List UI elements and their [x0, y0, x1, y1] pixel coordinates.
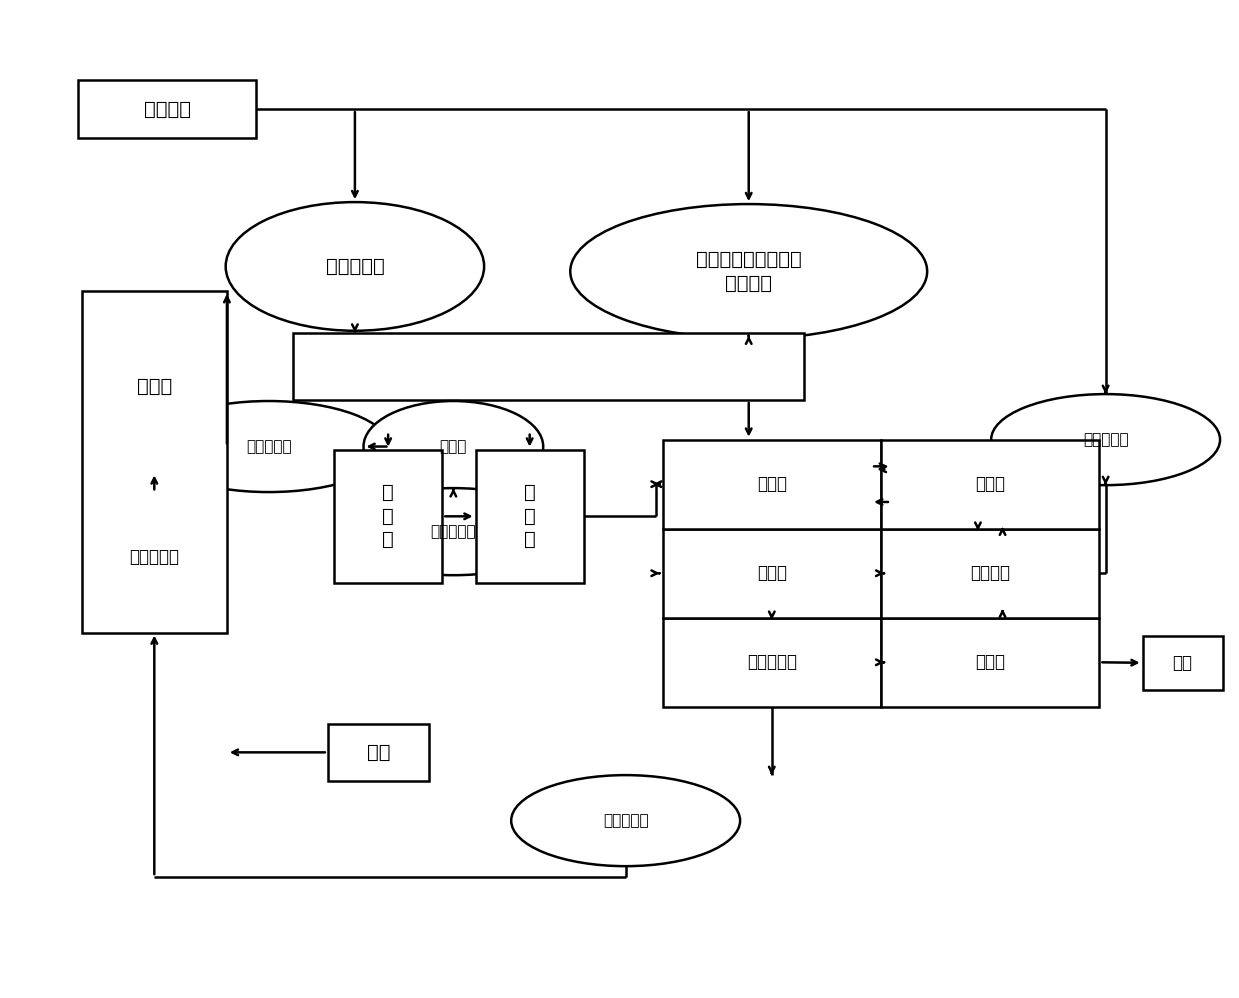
Text: 洗气塔洗水: 洗气塔洗水 — [326, 256, 384, 275]
Text: 中和搅拌池: 中和搅拌池 — [129, 549, 180, 567]
FancyBboxPatch shape — [881, 440, 1099, 529]
FancyBboxPatch shape — [476, 449, 584, 583]
Text: 第一离心泵: 第一离心泵 — [603, 813, 648, 828]
Text: 应急池: 应急池 — [975, 475, 1005, 493]
Ellipse shape — [991, 394, 1220, 485]
Text: 炭漂洗废水、炭车间
生产废水: 炭漂洗废水、炭车间 生产废水 — [696, 250, 802, 292]
FancyBboxPatch shape — [881, 529, 1099, 618]
FancyBboxPatch shape — [1142, 636, 1223, 690]
Text: 第三离心泵: 第三离心泵 — [247, 439, 291, 454]
Ellipse shape — [363, 401, 543, 492]
Text: 高位罐: 高位罐 — [440, 439, 467, 454]
Text: 生化曝气池: 生化曝气池 — [747, 654, 797, 672]
Text: 二沉池: 二沉池 — [975, 654, 1005, 672]
FancyBboxPatch shape — [294, 332, 804, 400]
Ellipse shape — [570, 204, 927, 338]
FancyBboxPatch shape — [663, 529, 881, 618]
Text: 初沉池: 初沉池 — [136, 377, 172, 396]
FancyBboxPatch shape — [328, 724, 429, 781]
Ellipse shape — [149, 401, 389, 492]
Text: 压
滤
机: 压 滤 机 — [383, 483, 394, 549]
FancyBboxPatch shape — [663, 618, 881, 707]
Text: 外排: 外排 — [1172, 654, 1192, 672]
Text: 第二离心泵: 第二离心泵 — [1083, 432, 1129, 447]
Text: 工业用水: 工业用水 — [144, 100, 191, 119]
FancyBboxPatch shape — [78, 81, 256, 138]
Ellipse shape — [512, 775, 740, 866]
Text: 第四离心泵: 第四离心泵 — [430, 524, 476, 539]
Ellipse shape — [225, 203, 484, 330]
FancyBboxPatch shape — [881, 618, 1099, 707]
Text: 压
滤
机: 压 滤 机 — [524, 483, 535, 549]
Text: 回用水池: 回用水池 — [970, 564, 1010, 582]
Text: 混合池: 混合池 — [757, 475, 787, 493]
FancyBboxPatch shape — [663, 440, 881, 529]
Text: 石灰: 石灰 — [367, 743, 390, 761]
Ellipse shape — [341, 488, 566, 575]
FancyBboxPatch shape — [82, 291, 227, 633]
FancyBboxPatch shape — [335, 449, 442, 583]
Text: 沉淀池: 沉淀池 — [757, 564, 787, 582]
